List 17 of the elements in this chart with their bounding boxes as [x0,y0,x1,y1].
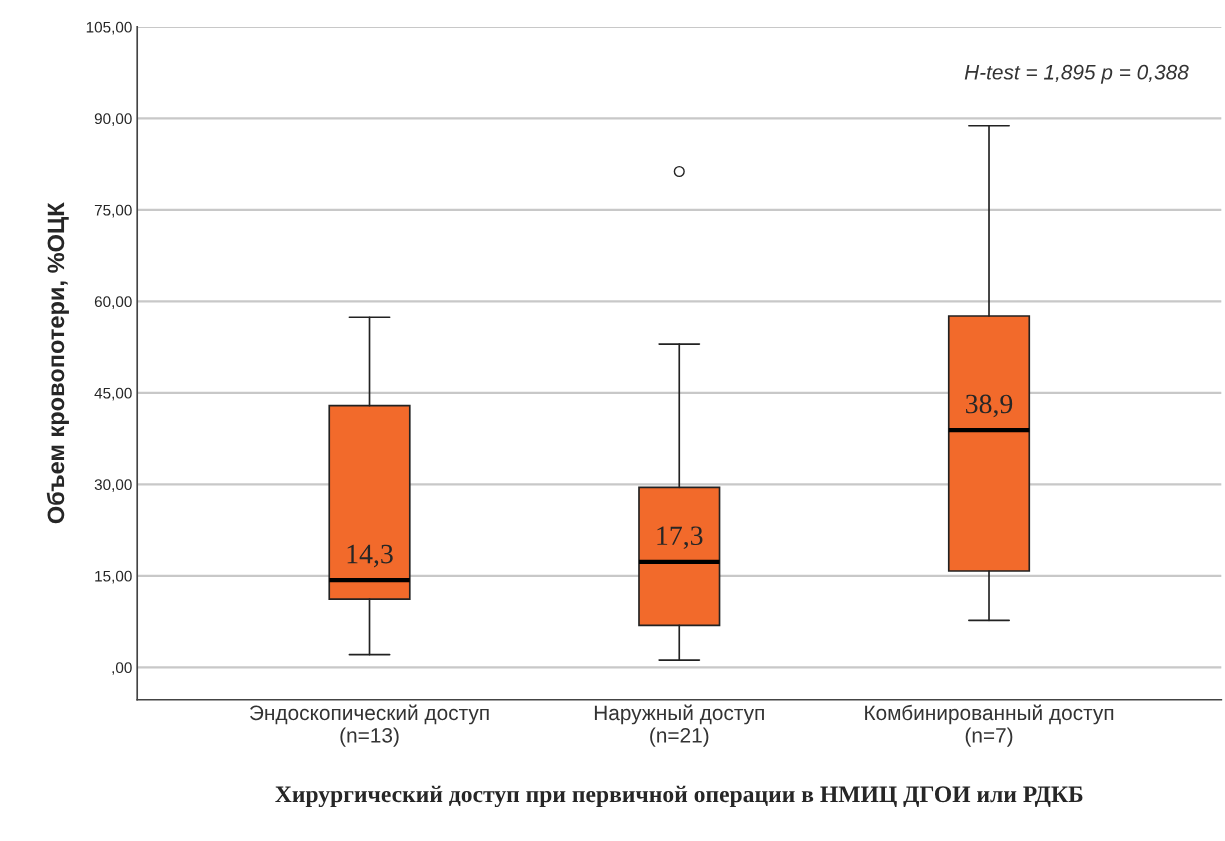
annotation: 14,3 [347,544,393,568]
y-tick-label: 105,00 [86,21,132,35]
y-tick-label: 45,00 [94,387,132,401]
y-tick-label: 15,00 [95,570,132,584]
y-tick-label: 60,00 [94,296,132,309]
x-tick-label: Наружный доступ (n=21) [594,704,764,747]
y-axis-title: Объем кровопотери, %ОЦК [46,202,69,524]
annotation: H-test = 1,895 p = 0,388 [964,64,1189,84]
y-tick-label: ,00 [112,662,132,675]
x-axis-title: Хирургический доступ при первичной операции в НМИЦ ДГОИ или РДКБ [275,785,1083,808]
annotation: 38,9 [966,394,1013,418]
y-tick-label: 75,00 [94,204,132,218]
x-tick-label: Комбинированный доступ (n=7) [865,704,1114,747]
annotation: 17,3 [657,526,703,550]
y-tick-label: 30,00 [94,479,132,492]
x-tick-label: Эндоскопический доступ (n=13) [250,704,489,747]
y-tick-label: 90,00 [94,113,132,126]
